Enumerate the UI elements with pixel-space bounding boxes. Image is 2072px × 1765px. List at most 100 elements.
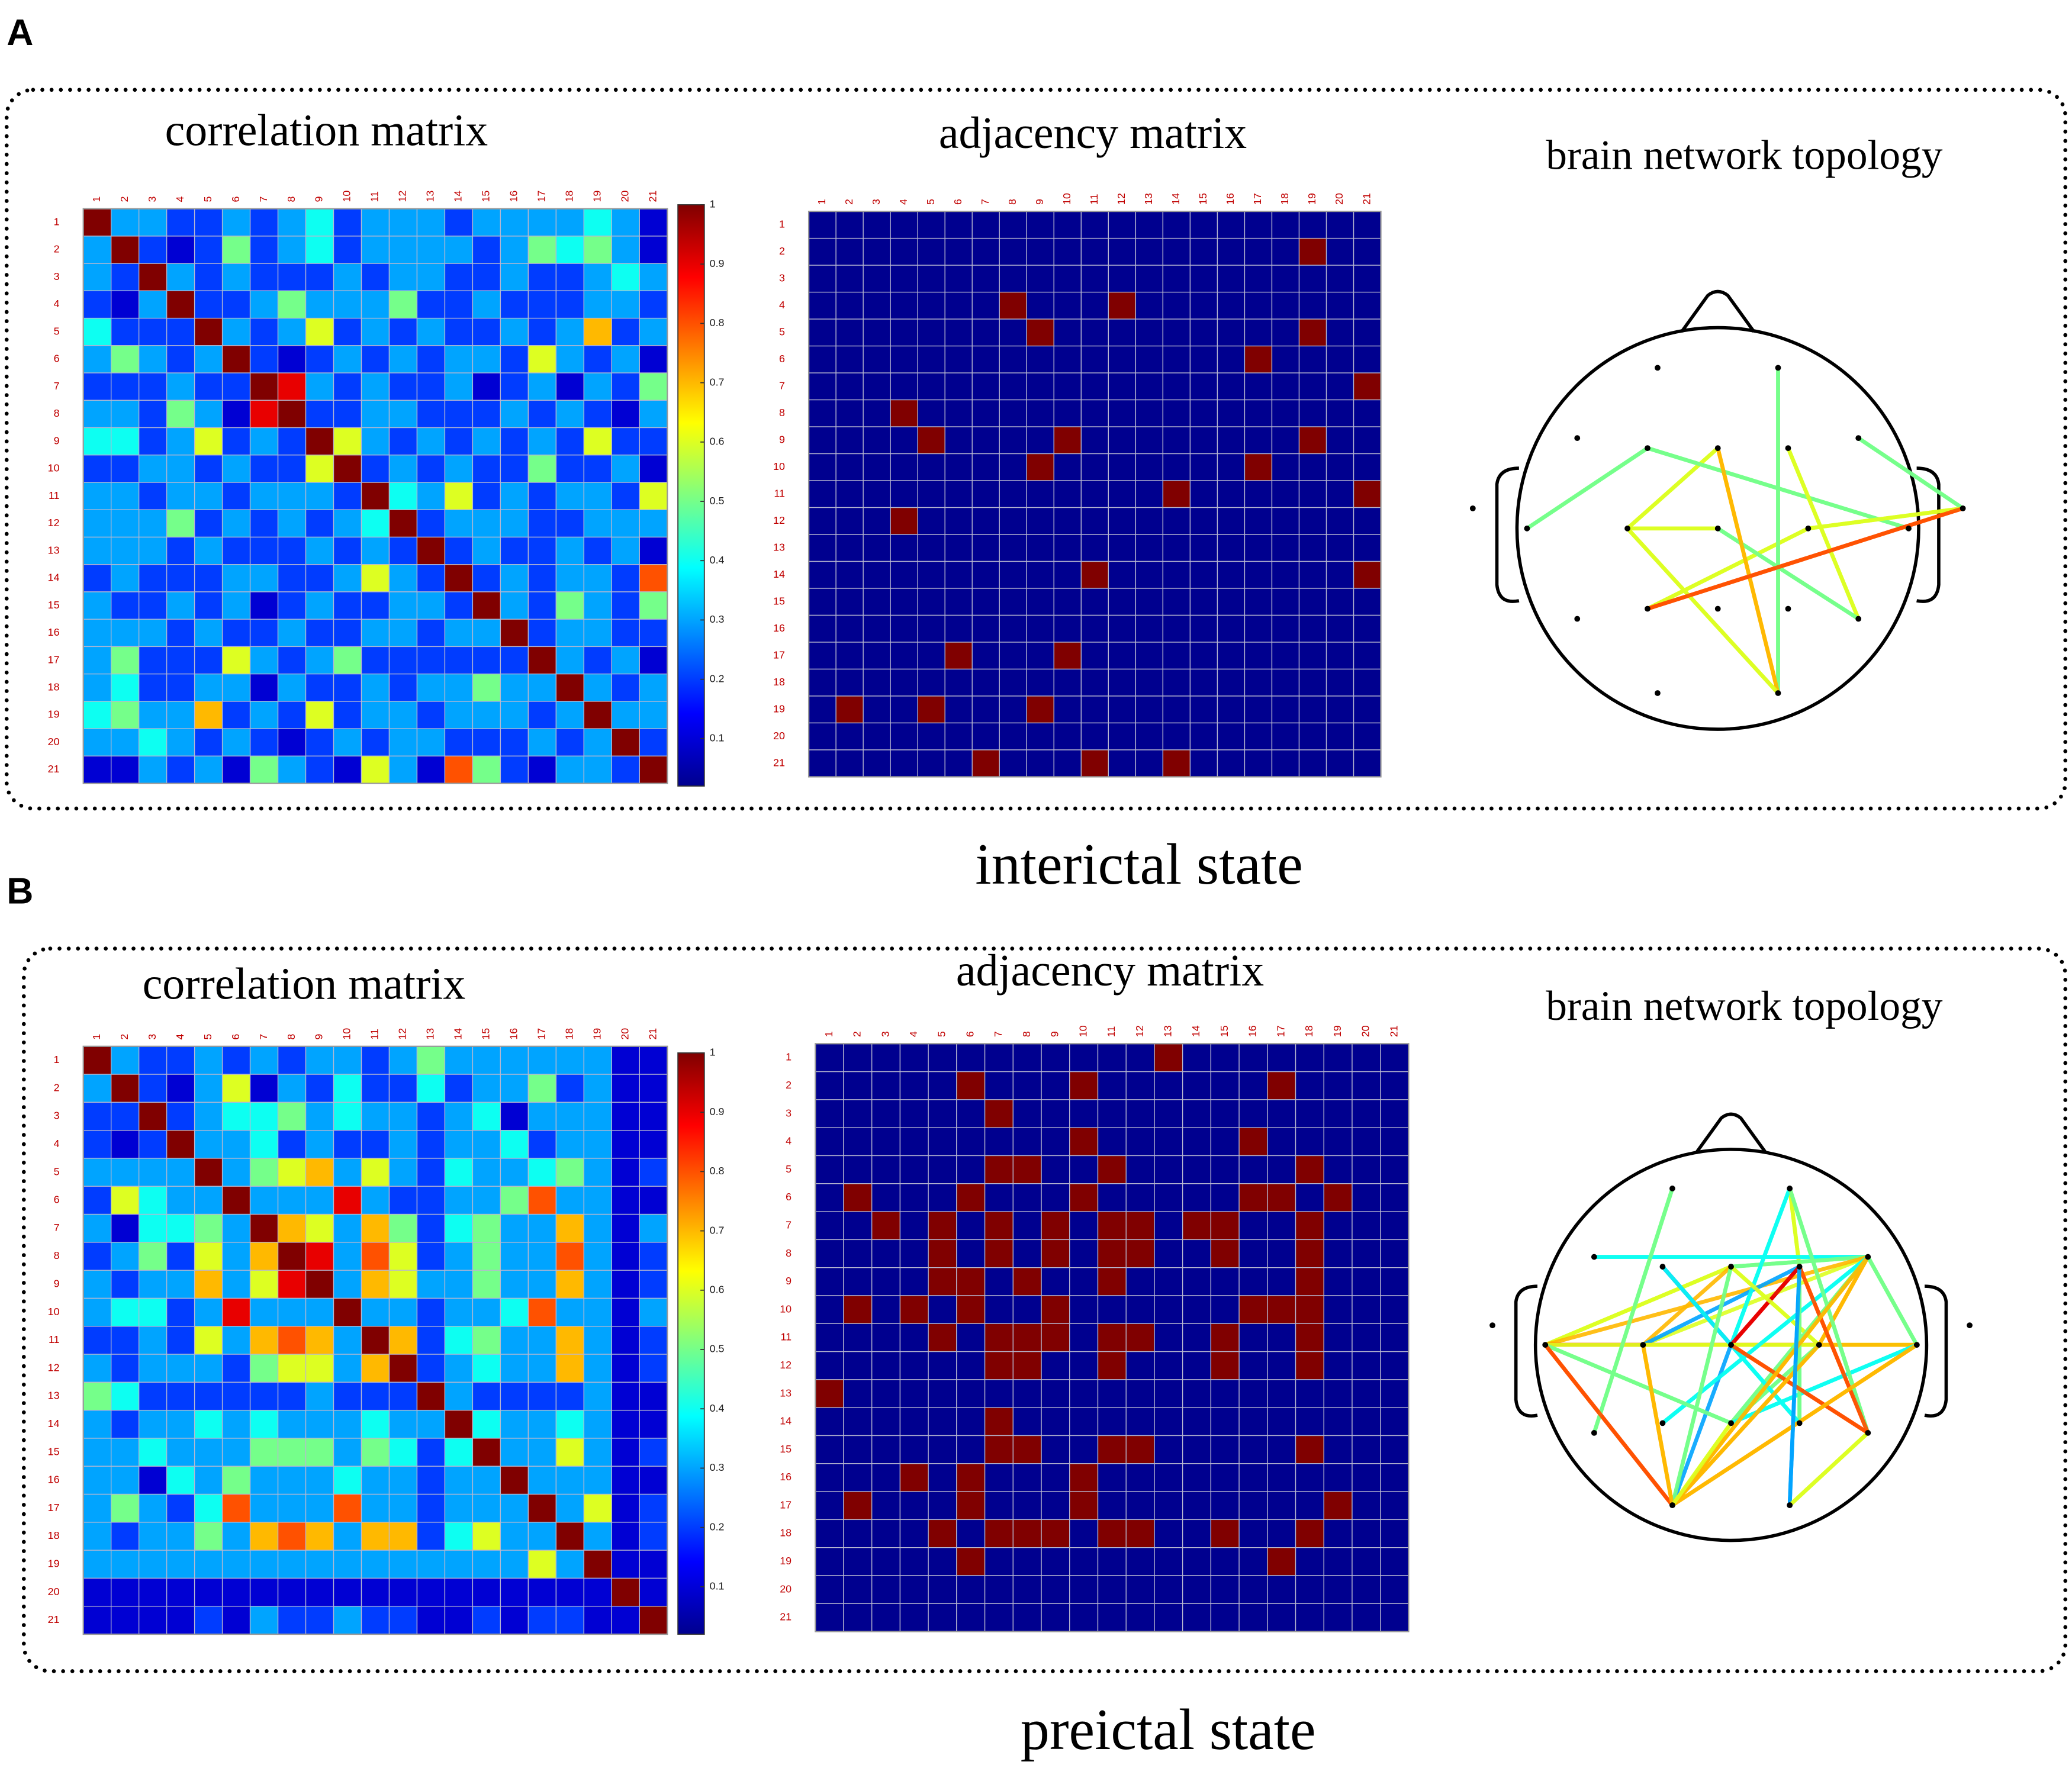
- heatmap-cell: [1238, 1071, 1268, 1100]
- heatmap-cell: [166, 317, 195, 346]
- heatmap-cell: [527, 1381, 557, 1411]
- heatmap-cell: [388, 1577, 418, 1607]
- heatmap-cell: [527, 263, 557, 292]
- topology-title: brain network topology: [1546, 983, 1943, 1029]
- x-tick-label: 19: [591, 1028, 603, 1040]
- heatmap-cell: [444, 673, 474, 702]
- heatmap-cell: [361, 236, 390, 264]
- heatmap-cell: [166, 482, 195, 510]
- electrode: [1714, 605, 1721, 612]
- heatmap-cell: [944, 211, 973, 239]
- heatmap-cell: [221, 345, 251, 373]
- heatmap-cell: [500, 482, 529, 510]
- x-tick-label: 16: [508, 191, 520, 202]
- heatmap-cell: [416, 728, 446, 757]
- heatmap-cell: [277, 1606, 307, 1635]
- heatmap-cell: [611, 1354, 640, 1383]
- heatmap-cell: [555, 372, 584, 401]
- heatmap-cell: [472, 400, 501, 429]
- heatmap-cell: [1352, 1099, 1381, 1128]
- heatmap-cell: [843, 1323, 873, 1352]
- heatmap-cell: [500, 290, 529, 319]
- x-tick-label: 2: [851, 1031, 863, 1037]
- heatmap-cell: [1271, 318, 1300, 347]
- x-tick-label: 14: [452, 1028, 464, 1040]
- heatmap-cell: [1267, 1519, 1296, 1548]
- heatmap-cell: [194, 1577, 223, 1607]
- heatmap-cell: [277, 290, 307, 319]
- heatmap-cell: [83, 345, 112, 373]
- heatmap-cell: [138, 482, 168, 510]
- heatmap-cell: [583, 536, 612, 565]
- heatmap-cell: [305, 1270, 334, 1299]
- heatmap-cell: [111, 701, 140, 729]
- heatmap-cell: [917, 211, 945, 239]
- heatmap-cell: [166, 728, 195, 757]
- heatmap-cell: [971, 507, 1000, 535]
- heatmap-cell: [277, 400, 307, 429]
- heatmap-cell: [111, 372, 140, 401]
- heatmap-cell: [166, 646, 195, 675]
- heatmap-cell: [305, 646, 334, 675]
- heatmap-cell: [555, 208, 584, 237]
- heatmap-cell: [444, 1242, 474, 1271]
- heatmap-cell: [639, 728, 668, 757]
- electrode: [1855, 616, 1862, 622]
- heatmap-cell: [1162, 534, 1191, 562]
- electrode: [1524, 525, 1530, 532]
- heatmap-cell: [1080, 345, 1109, 373]
- heatmap-cell: [472, 1129, 501, 1159]
- heatmap-cell: [917, 291, 945, 320]
- heatmap-cell: [166, 1129, 195, 1159]
- heatmap-cell: [500, 509, 529, 538]
- heatmap-cell: [305, 728, 334, 757]
- heatmap-cell: [500, 1466, 529, 1495]
- heatmap-cell: [1026, 507, 1054, 535]
- y-tick-label: 3: [779, 272, 785, 284]
- y-tick-label: 4: [779, 299, 785, 311]
- heatmap-cell: [249, 1074, 279, 1103]
- heatmap-cell: [388, 536, 418, 565]
- heatmap-cell: [815, 1463, 844, 1492]
- heatmap-cell: [472, 263, 501, 292]
- heatmap-cell: [1238, 1267, 1268, 1296]
- heatmap-cell: [843, 1575, 873, 1604]
- colorbar-tick-label: 0.9: [710, 1106, 725, 1117]
- heatmap-cell: [890, 480, 918, 508]
- heatmap-cell: [1267, 1239, 1296, 1268]
- heatmap-cell: [249, 1438, 279, 1467]
- electrode: [1469, 505, 1476, 511]
- network-edge: [1645, 506, 1965, 611]
- heatmap-cell: [639, 1381, 668, 1411]
- heatmap-cell: [1125, 1239, 1155, 1268]
- heatmap-cell: [1244, 642, 1273, 670]
- heatmap-cell: [956, 1211, 986, 1241]
- heatmap-cell: [277, 1046, 307, 1075]
- heatmap-cell: [984, 1183, 1014, 1212]
- heatmap-cell: [1080, 614, 1109, 643]
- heatmap-cell: [1295, 1519, 1324, 1548]
- heatmap-cell: [388, 646, 418, 675]
- heatmap-cell: [863, 265, 891, 293]
- heatmap-cell: [277, 345, 307, 373]
- heatmap-cell: [1298, 642, 1327, 670]
- heatmap-cell: [249, 1381, 279, 1411]
- heatmap-cell: [388, 372, 418, 401]
- heatmap-cell: [166, 1046, 195, 1075]
- heatmap-cell: [138, 646, 168, 675]
- heatmap-cell: [917, 695, 945, 724]
- heatmap-cell: [1182, 1603, 1212, 1632]
- heatmap-cell: [1271, 237, 1300, 266]
- heatmap-cell: [1041, 1099, 1070, 1128]
- heatmap-cell: [999, 426, 1027, 455]
- electrode: [1787, 1186, 1793, 1191]
- heatmap-cell: [527, 1522, 557, 1551]
- heatmap-cell: [221, 673, 251, 702]
- heatmap-cell: [1012, 1603, 1042, 1632]
- heatmap-cell: [1210, 1351, 1240, 1380]
- heatmap-cell: [333, 728, 362, 757]
- heatmap-cell: [808, 642, 836, 670]
- heatmap-cell: [249, 1186, 279, 1215]
- heatmap-cell: [111, 290, 140, 319]
- heatmap-cell: [194, 1409, 223, 1439]
